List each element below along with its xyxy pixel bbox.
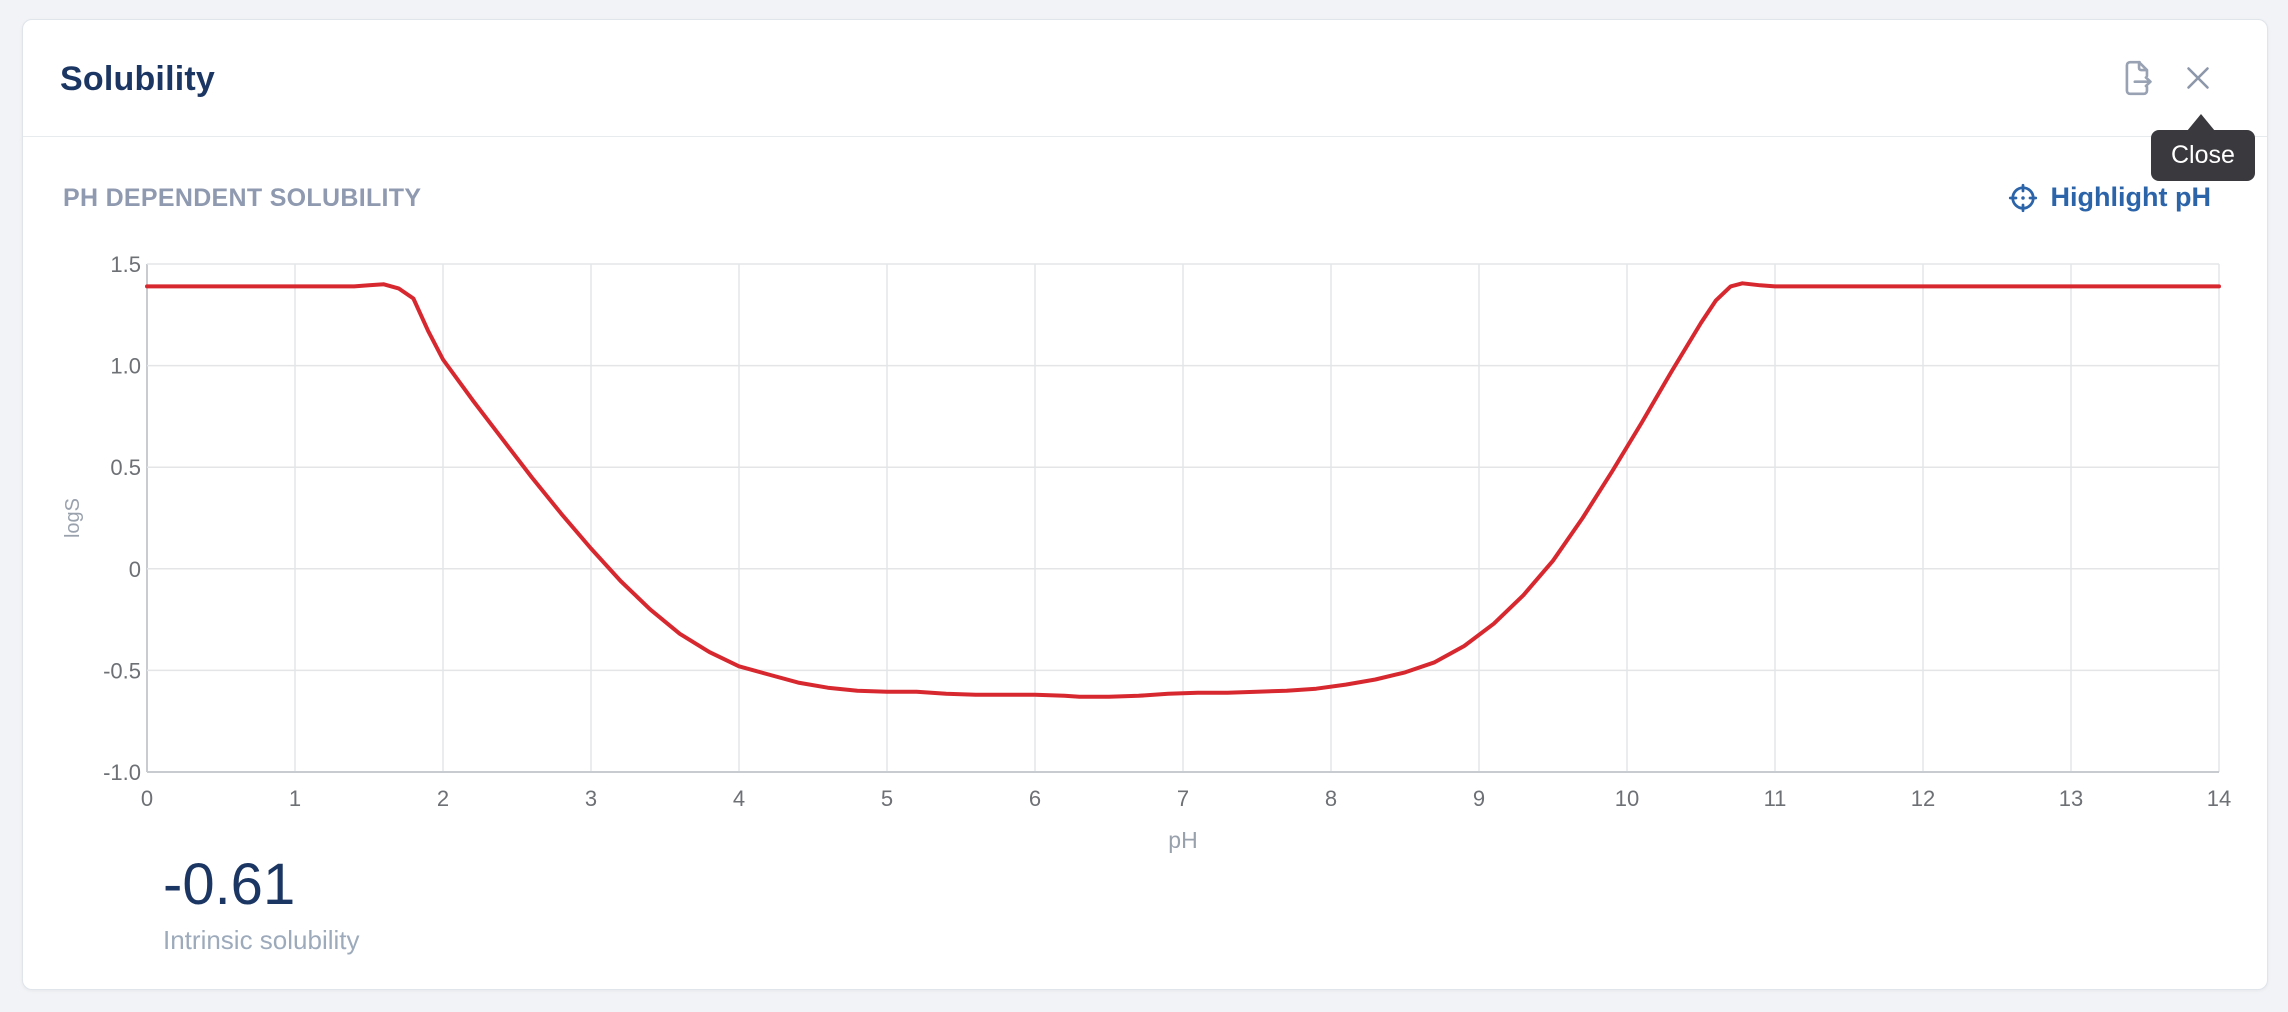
x-tick-label: 12 xyxy=(1911,786,1935,811)
x-tick-label: 14 xyxy=(2207,786,2231,811)
x-tick-label: 13 xyxy=(2059,786,2083,811)
header-actions xyxy=(2119,58,2217,98)
x-tick-label: 4 xyxy=(733,786,745,811)
x-tick-label: 3 xyxy=(585,786,597,811)
x-tick-label: 0 xyxy=(141,786,153,811)
intrinsic-solubility-label: Intrinsic solubility xyxy=(163,924,360,955)
close-tooltip: Close xyxy=(2151,114,2255,181)
x-tick-label: 2 xyxy=(437,786,449,811)
x-tick-label: 10 xyxy=(1615,786,1639,811)
crosshair-icon xyxy=(2008,183,2037,212)
y-tick-label: -1.0 xyxy=(103,760,141,785)
x-tick-label: 8 xyxy=(1325,786,1337,811)
export-icon xyxy=(2125,60,2152,96)
highlight-ph-label: Highlight pH xyxy=(2050,182,2211,212)
solubility-chart: 0 1 2 3 4 5 6 7 8 9 10 11 12 13 141.51.00.50-0.5-1.0pH… xyxy=(62,252,2231,853)
panel-title: Solubility xyxy=(60,60,215,98)
y-axis-title: logS xyxy=(62,498,84,538)
y-tick-label: 0.5 xyxy=(110,455,141,480)
close-button[interactable] xyxy=(2179,58,2217,98)
close-tooltip-label: Close xyxy=(2171,141,2235,169)
section-heading: PH DEPENDENT SOLUBILITY xyxy=(63,184,422,212)
y-tick-label: 0 xyxy=(129,557,141,582)
close-icon xyxy=(2187,67,2209,89)
export-button[interactable] xyxy=(2119,58,2157,98)
x-tick-label: 5 xyxy=(881,786,893,811)
x-tick-label: 6 xyxy=(1029,786,1041,811)
x-tick-label: 9 xyxy=(1473,786,1485,811)
intrinsic-solubility-value: -0.61 xyxy=(163,852,296,917)
panel-header: Solubility xyxy=(23,20,2267,137)
y-tick-label: 1.5 xyxy=(110,252,141,277)
x-tick-label: 11 xyxy=(1764,786,1787,811)
x-tick-label: 7 xyxy=(1177,786,1189,811)
solubility-panel: Solubility Close PH DEPENDENT SOLUBILITY xyxy=(22,19,2268,990)
y-tick-label: -0.5 xyxy=(103,658,141,683)
x-axis-title: pH xyxy=(1168,827,1197,853)
solubility-curve xyxy=(145,281,2221,699)
x-tick-label: 1 xyxy=(289,786,301,811)
intrinsic-solubility-metric: -0.61 Intrinsic solubility xyxy=(163,852,360,956)
highlight-ph-button[interactable]: Highlight pH xyxy=(2008,182,2211,213)
y-tick-label: 1.0 xyxy=(110,354,141,379)
